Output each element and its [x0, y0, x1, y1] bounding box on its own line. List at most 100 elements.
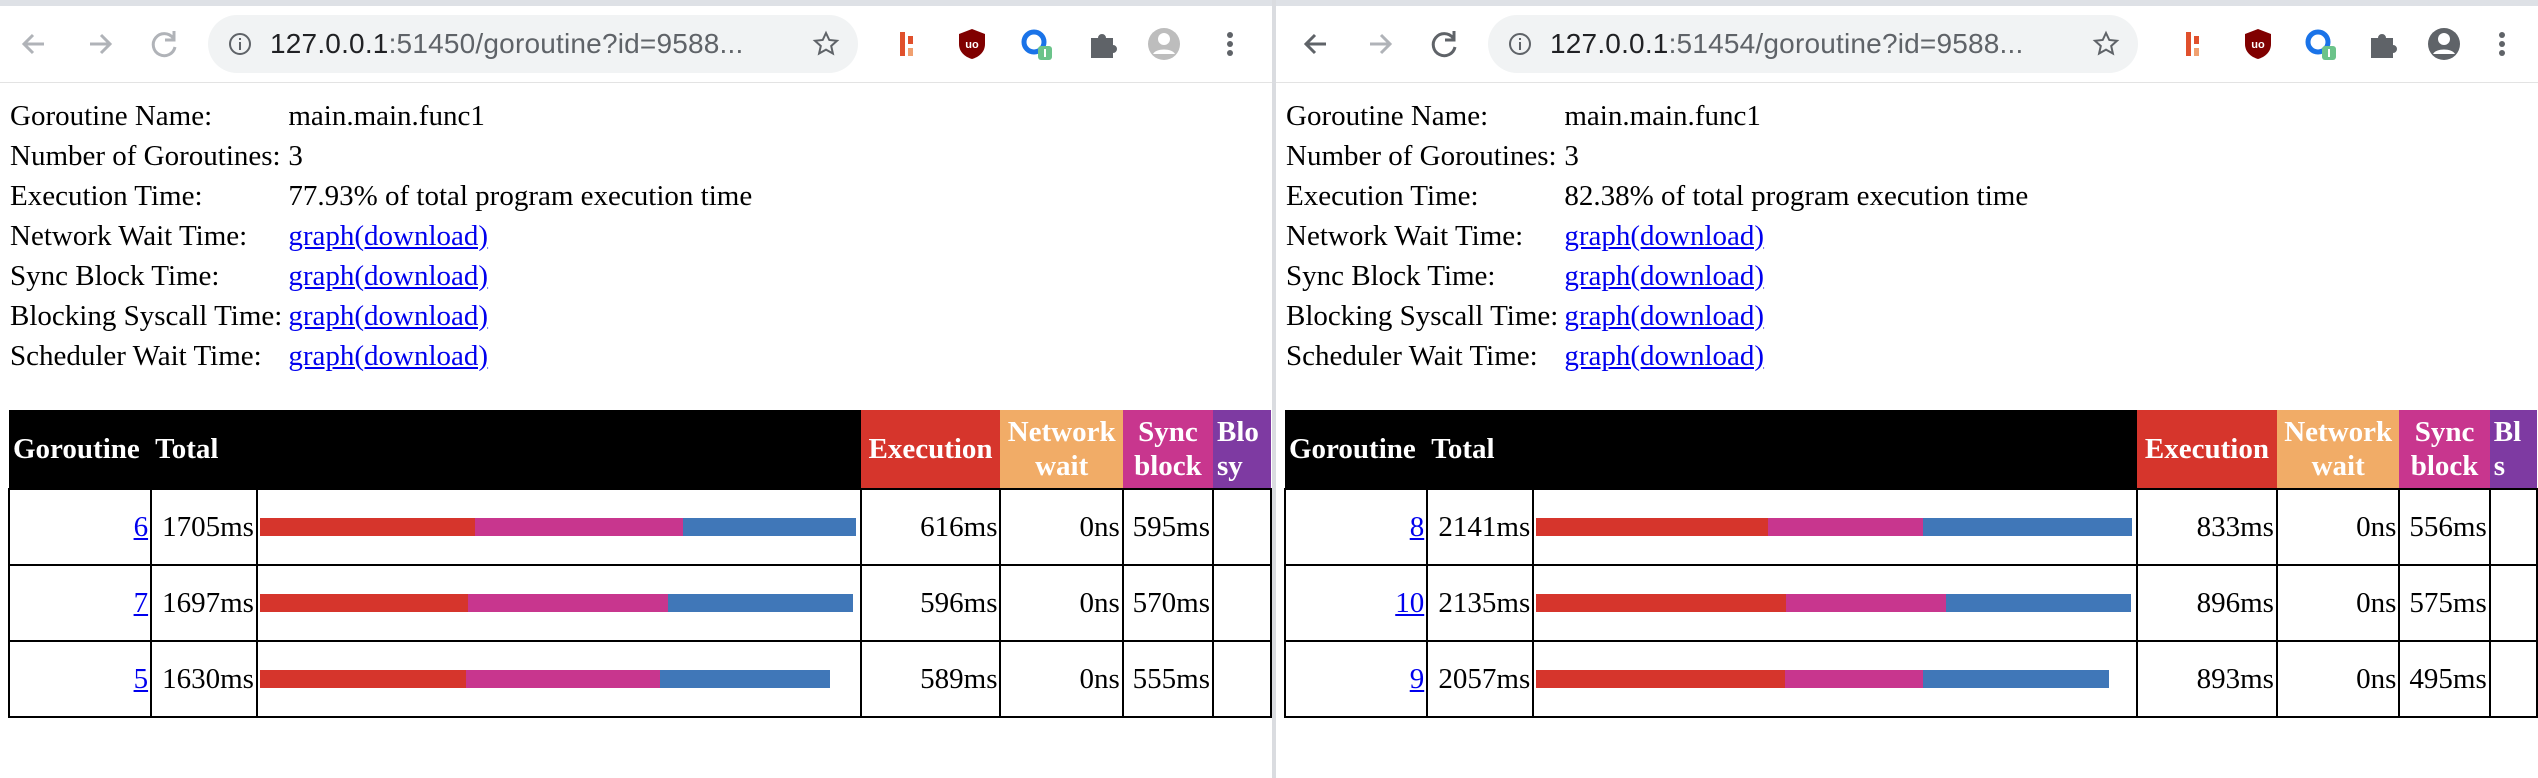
goroutine-info: Goroutine Name: main.main.func1 Number of…	[1286, 96, 2034, 376]
kebab-menu-icon[interactable]	[1210, 24, 1250, 64]
goroutine-id-link[interactable]: 7	[133, 586, 149, 619]
header-sync-line2: block	[1134, 450, 1202, 482]
sync-cell: 595ms	[1121, 488, 1215, 566]
total-cell: 1705ms	[150, 488, 258, 566]
star-icon[interactable]	[2092, 30, 2120, 58]
header-blocking-syscall[interactable]: Blo sy	[1213, 410, 1271, 489]
address-bar[interactable]: 127.0.0.1:51454/goroutine?id=9588...	[1488, 15, 2138, 73]
bar-sync-segment	[1784, 670, 1923, 688]
tab-strip	[0, 0, 1272, 6]
extension-badge-icon[interactable]	[2300, 24, 2340, 64]
bar-cell	[255, 488, 862, 566]
sync-block-graph-link[interactable]: graph(download)	[1564, 259, 1765, 292]
goroutine-name-value: main.main.func1	[1564, 99, 1761, 132]
forward-arrow-icon[interactable]	[1360, 24, 1400, 64]
execution-cell: 596ms	[859, 564, 1002, 642]
ublock-icon[interactable]: uo	[2238, 24, 2278, 64]
goroutine-id-link[interactable]: 10	[1395, 586, 1425, 619]
network-cell: 0ns	[999, 488, 1124, 566]
time-bar	[259, 670, 858, 688]
bar-execution-segment	[259, 594, 469, 612]
bar-sync-segment	[475, 518, 684, 536]
address-bar[interactable]: 127.0.0.1:51450/goroutine?id=9588...	[208, 15, 858, 73]
total-cell: 1697ms	[150, 564, 258, 642]
header-blocking-syscall[interactable]: Bl s	[2489, 410, 2537, 489]
table-row: 5 1630ms 589ms 0ns 555ms	[7, 640, 1272, 718]
info-icon[interactable]	[228, 32, 252, 56]
goroutine-id-link[interactable]: 8	[1409, 510, 1425, 543]
header-total[interactable]: Total	[151, 410, 257, 489]
header-sync-line1: Sync	[1138, 416, 1198, 448]
header-block-line2: s	[2493, 450, 2506, 482]
network-cell: 0ns	[2275, 640, 2401, 718]
header-block-line1: Blo	[1217, 416, 1259, 448]
extension-icon[interactable]	[2176, 24, 2216, 64]
bar-execution-segment	[1536, 518, 1769, 536]
star-icon[interactable]	[812, 30, 840, 58]
network-wait-graph-link[interactable]: graph(download)	[288, 219, 489, 252]
scheduler-wait-graph-link[interactable]: graph(download)	[288, 339, 489, 372]
exec-time-label: Execution Time:	[1286, 179, 1479, 212]
sync-cell: 556ms	[2398, 488, 2491, 566]
browser-toolbar: 127.0.0.1:51454/goroutine?id=9588... uo	[1276, 6, 2538, 83]
execution-cell: 616ms	[859, 488, 1002, 566]
header-network-wait[interactable]: Network wait	[2276, 410, 2400, 489]
blocking-cell	[2488, 564, 2538, 642]
header-sync-block[interactable]: Sync block	[1122, 410, 1214, 489]
goroutine-id-link[interactable]: 9	[1409, 662, 1425, 695]
bar-execution-segment	[259, 670, 466, 688]
header-bar	[256, 410, 861, 489]
reload-icon[interactable]	[144, 24, 184, 64]
sync-block-graph-link[interactable]: graph(download)	[288, 259, 489, 292]
table-row: 7 1697ms 596ms 0ns 570ms	[7, 564, 1272, 642]
forward-arrow-icon[interactable]	[80, 24, 120, 64]
window-divider	[1272, 0, 1276, 778]
bar-scheduler-segment	[1945, 594, 2131, 612]
blocking-syscall-graph-link[interactable]: graph(download)	[288, 299, 489, 332]
ublock-icon[interactable]: uo	[952, 24, 992, 64]
browser-window-right: 127.0.0.1:51454/goroutine?id=9588... uo …	[1276, 0, 2538, 778]
time-bar	[259, 594, 858, 612]
back-arrow-icon[interactable]	[14, 24, 54, 64]
header-network-line1: Network	[2284, 416, 2393, 448]
bar-scheduler-segment	[659, 670, 830, 688]
header-execution[interactable]: Execution	[2136, 410, 2277, 489]
puzzle-icon[interactable]	[1082, 24, 1122, 64]
header-network-wait[interactable]: Network wait	[1000, 410, 1123, 489]
info-icon[interactable]	[1508, 32, 1532, 56]
exec-time-label: Execution Time:	[10, 179, 203, 212]
header-sync-block[interactable]: Sync block	[2399, 410, 2490, 489]
network-wait-graph-link[interactable]: graph(download)	[1564, 219, 1765, 252]
bar-cell	[255, 564, 862, 642]
header-total[interactable]: Total	[1427, 410, 1534, 489]
goroutine-id-link[interactable]: 5	[133, 662, 149, 695]
header-goroutine[interactable]: Goroutine	[1285, 410, 1428, 489]
url-path: :51450/goroutine?id=9588...	[388, 28, 744, 59]
bar-execution-segment	[1536, 594, 1786, 612]
goroutine-name-label: Goroutine Name:	[10, 99, 213, 132]
url-text: 127.0.0.1:51450/goroutine?id=9588...	[270, 15, 744, 73]
total-cell: 1630ms	[150, 640, 258, 718]
header-execution[interactable]: Execution	[860, 410, 1001, 489]
puzzle-icon[interactable]	[2362, 24, 2402, 64]
scheduler-wait-graph-link[interactable]: graph(download)	[1564, 339, 1765, 372]
header-goroutine[interactable]: Goroutine	[9, 410, 152, 489]
execution-cell: 896ms	[2135, 564, 2278, 642]
blocking-syscall-graph-link[interactable]: graph(download)	[1564, 299, 1765, 332]
profile-icon[interactable]	[2424, 24, 2464, 64]
profile-icon[interactable]	[1144, 24, 1184, 64]
kebab-menu-icon[interactable]	[2482, 24, 2522, 64]
reload-icon[interactable]	[1424, 24, 1464, 64]
goroutine-info: Goroutine Name: main.main.func1 Number of…	[10, 96, 758, 376]
time-bar	[1536, 518, 2134, 536]
total-cell: 2141ms	[1426, 488, 1535, 566]
bar-cell	[1532, 640, 2138, 718]
browser-window-left: 127.0.0.1:51450/goroutine?id=9588... uo …	[0, 0, 1272, 718]
header-network-line2: wait	[1035, 450, 1089, 482]
bar-cell	[255, 640, 862, 718]
extension-icon[interactable]	[890, 24, 930, 64]
extension-badge-icon[interactable]	[1016, 24, 1056, 64]
header-block-line1: Bl	[2493, 416, 2522, 448]
back-arrow-icon[interactable]	[1296, 24, 1336, 64]
goroutine-id-link[interactable]: 6	[133, 510, 149, 543]
